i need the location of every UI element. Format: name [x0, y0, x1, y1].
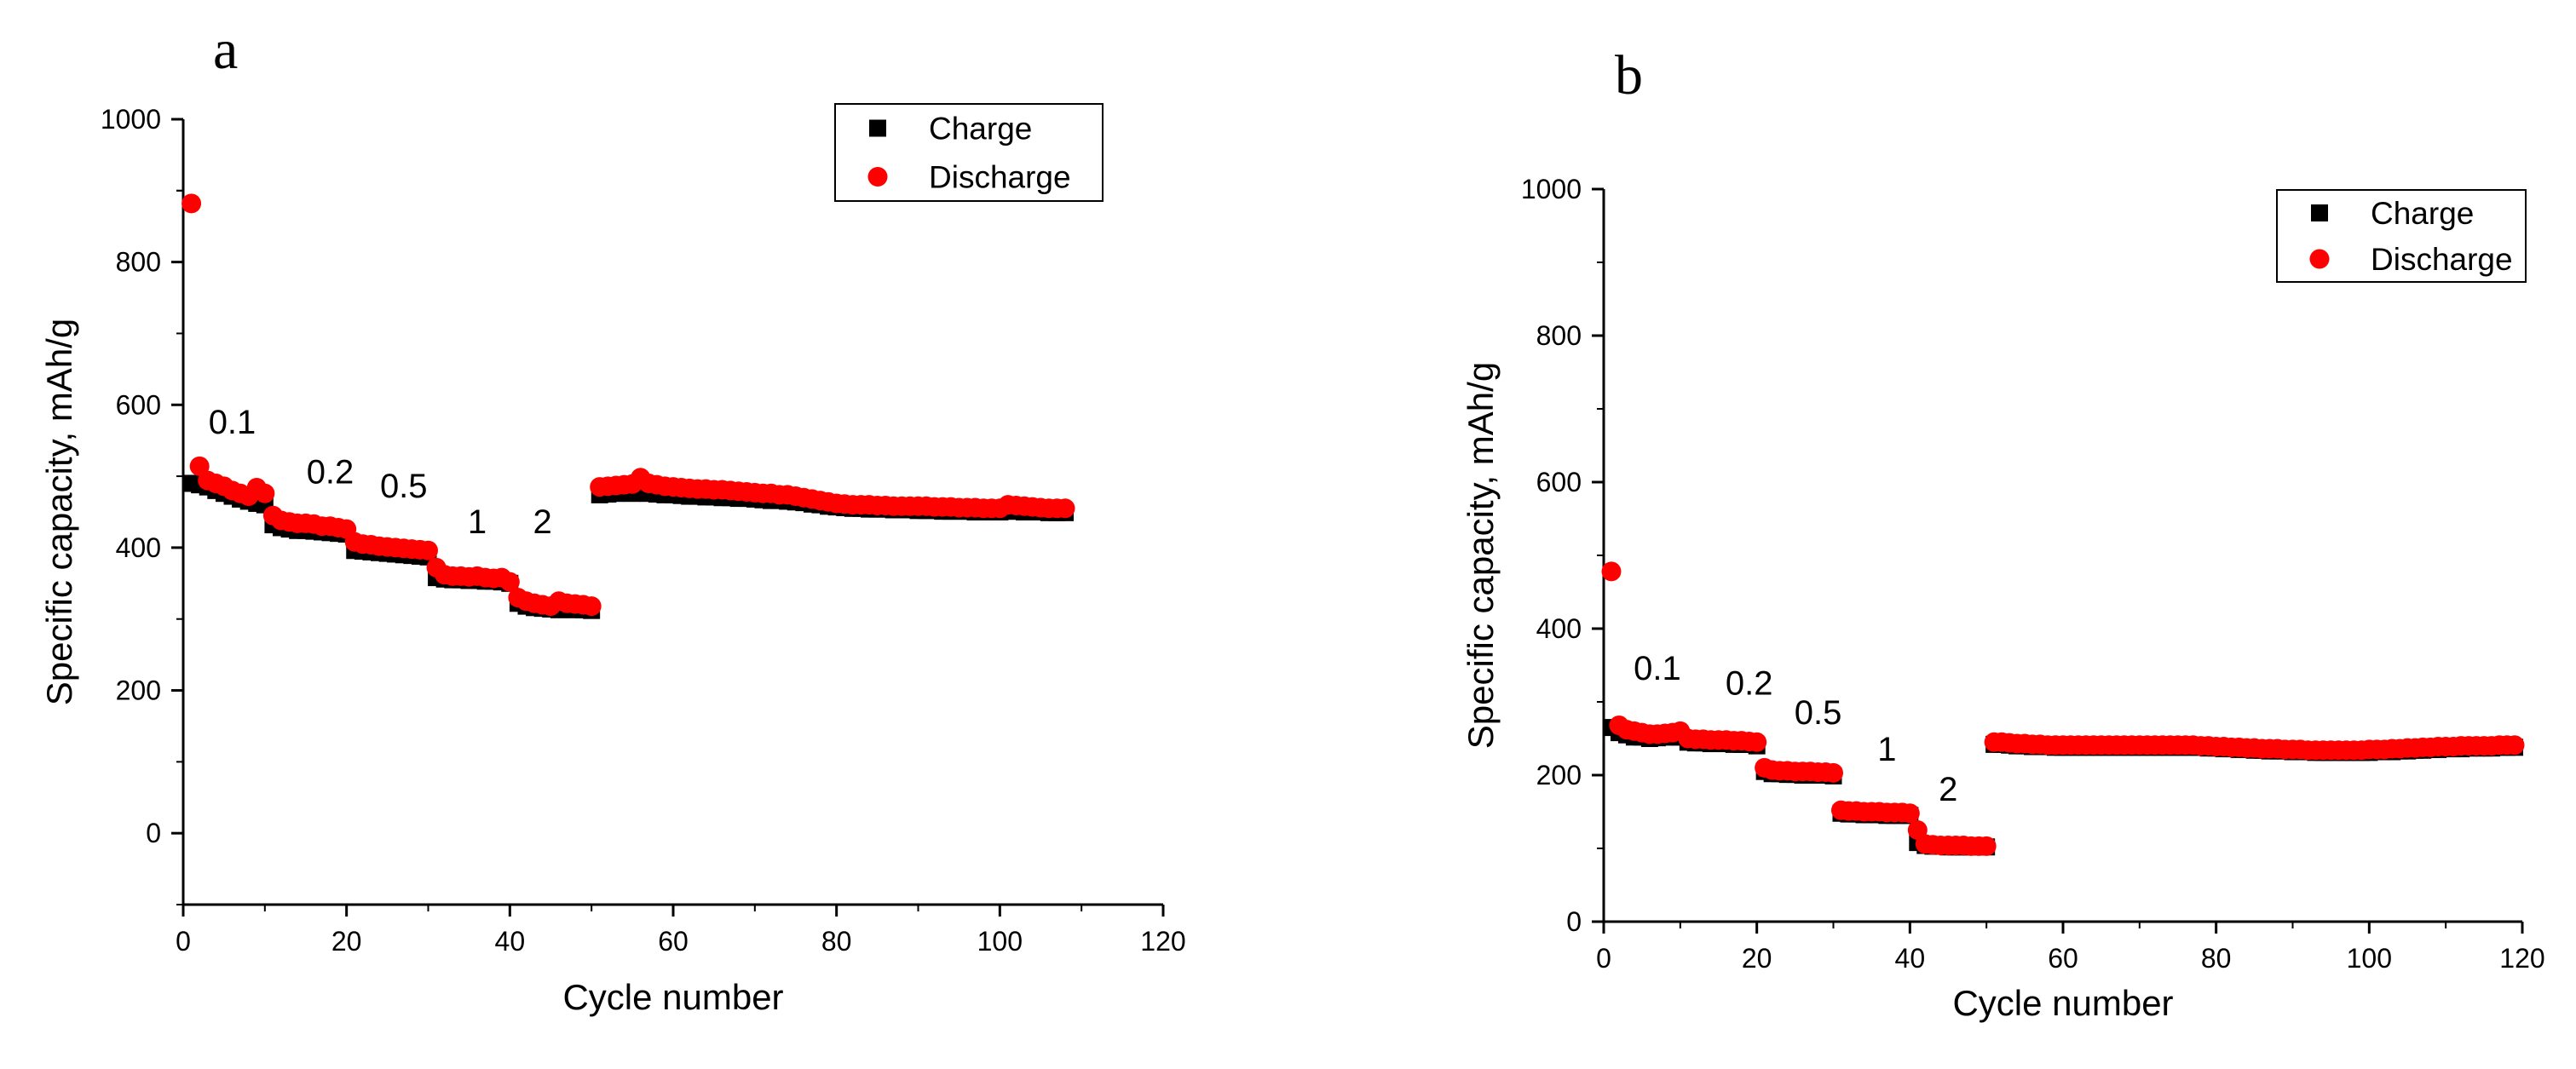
discharge-point — [1055, 498, 1075, 519]
rate-label: 2 — [1939, 771, 1957, 808]
panel-letter: b — [1615, 44, 1643, 106]
y-tick-label: 0 — [146, 818, 161, 848]
legend: Charge Discharge — [2276, 189, 2527, 283]
discharge-point — [1976, 836, 1997, 856]
rate-label: 0.1 — [209, 404, 256, 441]
discharge-point — [418, 540, 438, 560]
rate-label: 2 — [533, 503, 552, 541]
series-discharge — [182, 193, 1075, 617]
y-tick-label: 600 — [1536, 467, 1582, 497]
panel-b: b 0 20 40 60 80 100 120 0 200 400 600 800 1000 Cycle n… — [1461, 44, 2545, 1023]
legend-charge-marker — [2311, 204, 2328, 221]
panel-a: a 0 20 40 60 80 100 120 0 200 400 600 800 1000 Cycle n… — [39, 19, 1186, 1017]
x-tick-label: 40 — [1895, 943, 1926, 974]
x-tick-label: 0 — [176, 926, 191, 957]
x-tick-label: 80 — [821, 926, 852, 957]
x-tick-label: 40 — [495, 926, 526, 957]
x-tick-label: 60 — [658, 926, 689, 957]
series-discharge — [1601, 561, 2525, 856]
rate-label: 1 — [1877, 731, 1896, 768]
legend-charge-marker — [869, 119, 886, 137]
discharge-point — [1601, 561, 1622, 582]
y-tick-label: 1000 — [101, 104, 161, 135]
series-charge — [182, 474, 1074, 619]
rate-label: 0.5 — [380, 468, 428, 505]
legend-label: Charge — [2371, 196, 2474, 231]
y-tick-label: 600 — [116, 389, 161, 420]
x-tick-label: 100 — [977, 926, 1023, 957]
rate-label: 1 — [468, 503, 487, 541]
x-axis-title: Cycle number — [1952, 983, 2173, 1023]
panel-letter: a — [213, 19, 238, 81]
y-tick-label: 0 — [1566, 906, 1582, 937]
discharge-point — [1899, 803, 1920, 824]
x-tick-label: 120 — [1140, 926, 1185, 957]
rate-label: 0.2 — [307, 453, 354, 491]
y-tick-label: 400 — [1536, 613, 1582, 644]
discharge-point — [2504, 735, 2525, 756]
y-axis-title: Specific capacity, mAh/g — [1461, 362, 1501, 749]
legend-label: Discharge — [2371, 242, 2513, 277]
x-tick-label: 120 — [2499, 943, 2544, 974]
rate-label: 0.2 — [1726, 664, 1773, 702]
legend-label: Charge — [929, 112, 1032, 147]
legend-label: Discharge — [929, 160, 1071, 195]
rate-label: 0.1 — [1634, 650, 1681, 687]
x-tick-label: 20 — [1742, 943, 1772, 974]
legend-discharge-marker — [867, 167, 888, 187]
y-tick-label: 1000 — [1521, 174, 1582, 204]
discharge-point — [581, 596, 602, 617]
y-tick-label: 400 — [116, 532, 161, 563]
x-tick-label: 80 — [2201, 943, 2232, 974]
y-tick-label: 200 — [116, 675, 161, 706]
discharge-point — [255, 483, 275, 503]
y-tick-label: 800 — [1536, 320, 1582, 351]
legend-discharge-marker — [2309, 249, 2330, 269]
discharge-point — [182, 193, 202, 214]
y-tick-label: 200 — [1536, 760, 1582, 790]
legend: Charge Discharge — [834, 103, 1104, 202]
y-axis-title: Specific capacity, mAh/g — [39, 319, 79, 705]
x-axis-title: Cycle number — [562, 977, 783, 1017]
discharge-point — [189, 456, 210, 476]
y-tick-label: 800 — [116, 247, 161, 278]
x-tick-label: 0 — [1596, 943, 1611, 974]
discharge-point — [499, 572, 520, 592]
discharge-point — [1747, 732, 1767, 752]
x-tick-label: 20 — [331, 926, 362, 957]
discharge-point — [1824, 762, 1843, 783]
rate-label: 0.5 — [1795, 694, 1842, 732]
x-tick-label: 100 — [2347, 943, 2392, 974]
x-tick-label: 60 — [2048, 943, 2078, 974]
